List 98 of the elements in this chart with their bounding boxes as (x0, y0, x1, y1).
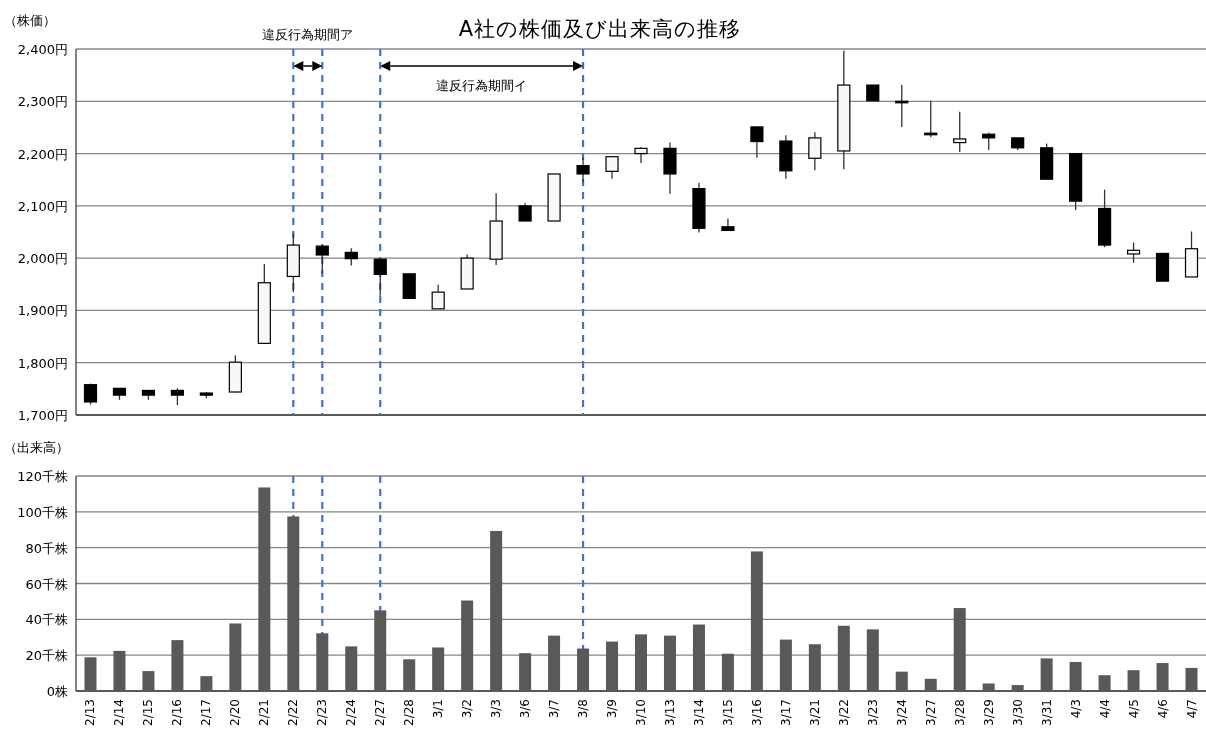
annotation: 違反行為期間イ (436, 78, 528, 93)
x-tick-label: 3/14 (691, 699, 706, 726)
x-tick-label: 4/3 (1068, 699, 1083, 719)
x-tick-label: 3/28 (952, 699, 967, 726)
x-tick-label: 4/5 (1126, 699, 1141, 719)
y-tick-label: 120千株 (17, 469, 68, 484)
x-tick-label: 3/7 (547, 699, 562, 719)
bar (258, 487, 271, 691)
bar (171, 640, 184, 691)
y-tick-label: 60千株 (25, 576, 68, 592)
x-tick-label: 2/22 (286, 699, 301, 726)
bar (837, 625, 850, 691)
bar (1185, 667, 1198, 691)
bar (1011, 685, 1024, 691)
x-tick-label: 3/8 (576, 699, 591, 719)
x-tick-label: 3/10 (634, 699, 648, 726)
x-tick-label: 4/4 (1097, 699, 1112, 719)
x-tick-label: 3/29 (981, 699, 996, 726)
bar (374, 610, 387, 691)
x-tick-label: 4/6 (1155, 699, 1170, 719)
y-tick-label: 100千株 (17, 504, 68, 520)
bar (750, 551, 763, 691)
bar (635, 634, 647, 691)
bar (866, 629, 879, 691)
y-tick-label: 40千株 (25, 612, 68, 628)
x-tick-label: 3/9 (605, 699, 620, 719)
x-tick-label: 3/31 (1039, 699, 1054, 726)
y-axis-title: （出来高） (4, 440, 69, 455)
x-tick-label: 3/30 (1010, 699, 1025, 726)
bar (1127, 670, 1140, 691)
y-tick-label: 80千株 (25, 540, 68, 556)
x-tick-label: 3/3 (489, 699, 504, 719)
bar (345, 646, 358, 691)
x-tick-label: 3/22 (836, 699, 851, 726)
bar (808, 644, 821, 691)
bar (548, 635, 561, 691)
x-tick-label: 3/6 (518, 699, 533, 719)
bar (577, 648, 590, 691)
y-tick-label: 2,300円 (17, 94, 68, 110)
x-tick-label: 2/23 (315, 699, 330, 726)
bar (1156, 663, 1169, 691)
x-tick-label: 2/17 (199, 699, 214, 726)
bar (113, 650, 126, 691)
x-tick-label: 2/15 (141, 699, 156, 726)
bar (895, 671, 908, 691)
bar (490, 531, 503, 691)
bar (461, 600, 474, 691)
y-tick-label: 2,400円 (17, 42, 68, 57)
x-tick-label: 3/1 (431, 699, 446, 719)
x-tick-label: 4/7 (1184, 699, 1199, 719)
y-axis-title: （株価） (4, 13, 56, 28)
text: 違反行為期間ア (262, 27, 354, 42)
bar (229, 623, 242, 691)
x-tick-label: 3/13 (662, 699, 677, 726)
x-tick-label: 2/27 (373, 699, 388, 726)
y-tick-label: 2,200円 (17, 146, 68, 162)
bar (982, 683, 995, 691)
bar (721, 653, 734, 691)
y-tick-label: 1,700円 (17, 408, 68, 423)
bar (924, 678, 937, 691)
x-tick-label: 2/21 (257, 699, 272, 726)
bar (519, 653, 532, 691)
x-tick-label: 3/21 (807, 699, 822, 726)
x-tick-label: 2/24 (344, 699, 359, 726)
x-tick-label: 2/14 (112, 699, 127, 726)
bar (316, 633, 329, 691)
bar (692, 624, 705, 691)
x-tick-label: 3/17 (778, 699, 793, 726)
x-tick-label: 2/28 (402, 699, 417, 726)
x-tick-label: 3/24 (894, 699, 909, 726)
x-tick-label: 3/27 (923, 699, 938, 726)
x-tick-label: 2/16 (170, 699, 185, 726)
x-tick-label: 3/16 (749, 699, 764, 726)
x-tick-label: 2/13 (83, 699, 98, 726)
x-tick-label: 2/20 (228, 699, 243, 726)
bar (779, 639, 792, 691)
y-tick-label: 2,000円 (17, 251, 68, 267)
bar (403, 659, 416, 691)
x-tick-label: 3/2 (460, 699, 475, 719)
chart-title: A社の株価及び出来高の推移 (458, 17, 742, 41)
bar (1098, 675, 1111, 691)
bar (1069, 661, 1082, 691)
bar (606, 641, 619, 691)
y-tick-label: 2,100円 (17, 198, 68, 214)
bar (432, 647, 445, 691)
y-tick-label: 20千株 (25, 648, 68, 664)
y-tick-label: 1,800円 (17, 355, 68, 371)
bar (200, 676, 213, 691)
bar (1040, 658, 1053, 691)
y-tick-label: 1,900円 (17, 303, 68, 319)
x-tick-label: 3/15 (720, 699, 735, 726)
x-tick-label: 3/23 (865, 699, 880, 726)
bar (663, 635, 676, 691)
y-tick-label: 0株 (46, 684, 68, 699)
bar (287, 516, 300, 691)
bar (142, 671, 155, 691)
bar (953, 608, 966, 691)
bar (84, 657, 97, 691)
